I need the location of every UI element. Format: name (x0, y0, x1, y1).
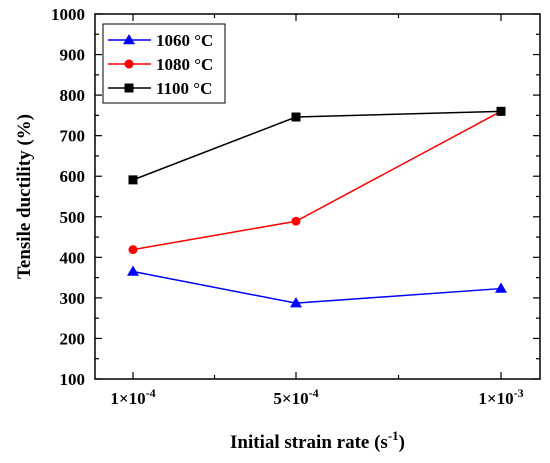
legend-label: 1060 °C (156, 31, 213, 50)
data-point (291, 216, 301, 226)
data-point (127, 265, 139, 276)
y-tick-label: 600 (60, 167, 86, 186)
x-axis-label-exponent: -1 (388, 428, 399, 443)
series-line (132, 270, 502, 304)
y-tick-label: 500 (60, 208, 86, 227)
x-tick-label-base: 1×10 (110, 389, 145, 408)
y-tick-label: 1000 (51, 5, 85, 24)
x-tick-label: 1×10-3 (478, 386, 523, 408)
series-1 (128, 106, 506, 255)
legend-marker (123, 34, 135, 45)
x-tick-label-exponent: -3 (514, 386, 524, 400)
legend-label: 1100 °C (156, 79, 212, 98)
x-tick-label-base: 5×10 (273, 389, 308, 408)
series-2 (128, 106, 506, 185)
data-point (495, 282, 507, 293)
legend-marker (124, 59, 134, 69)
series-layer (127, 106, 507, 308)
x-axis-ticks: 1×10-4 5×10-4 1×10-3 (110, 14, 524, 408)
data-point (496, 106, 506, 116)
x-axis-label-close: ) (399, 432, 405, 453)
y-tick-label: 400 (60, 248, 86, 267)
legend-label: 1080 °C (156, 55, 213, 74)
y-tick-label: 800 (60, 86, 86, 105)
y-axis-label: Tensile ductility (%) (14, 114, 35, 279)
y-tick-label: 200 (60, 329, 86, 348)
x-tick-label: 5×10-4 (273, 386, 318, 408)
x-tick-label-exponent: -4 (146, 386, 156, 400)
y-tick-label: 300 (60, 289, 86, 308)
x-tick-label-exponent: -4 (309, 386, 319, 400)
legend: 1060 °C 1080 °C 1100 °C (102, 23, 226, 104)
x-tick-label: 1×10-4 (110, 386, 155, 408)
x-tick-label-base: 1×10 (478, 389, 513, 408)
y-tick-label: 100 (60, 370, 86, 389)
data-point (128, 245, 138, 255)
legend-marker (124, 83, 134, 93)
x-axis-label: Initial strain rate (s-1) (230, 428, 405, 453)
series-line (132, 110, 502, 251)
data-point (290, 297, 302, 308)
series-line (132, 110, 502, 181)
data-point (291, 112, 301, 122)
y-axis-ticks: 100 200 300 400 500 600 700 800 900 1000 (51, 5, 540, 389)
data-point (128, 175, 138, 185)
y-tick-label: 700 (60, 127, 86, 146)
x-axis-label-text: Initial strain rate (s (230, 432, 388, 453)
y-tick-label: 900 (60, 46, 86, 65)
series-0 (127, 265, 507, 308)
